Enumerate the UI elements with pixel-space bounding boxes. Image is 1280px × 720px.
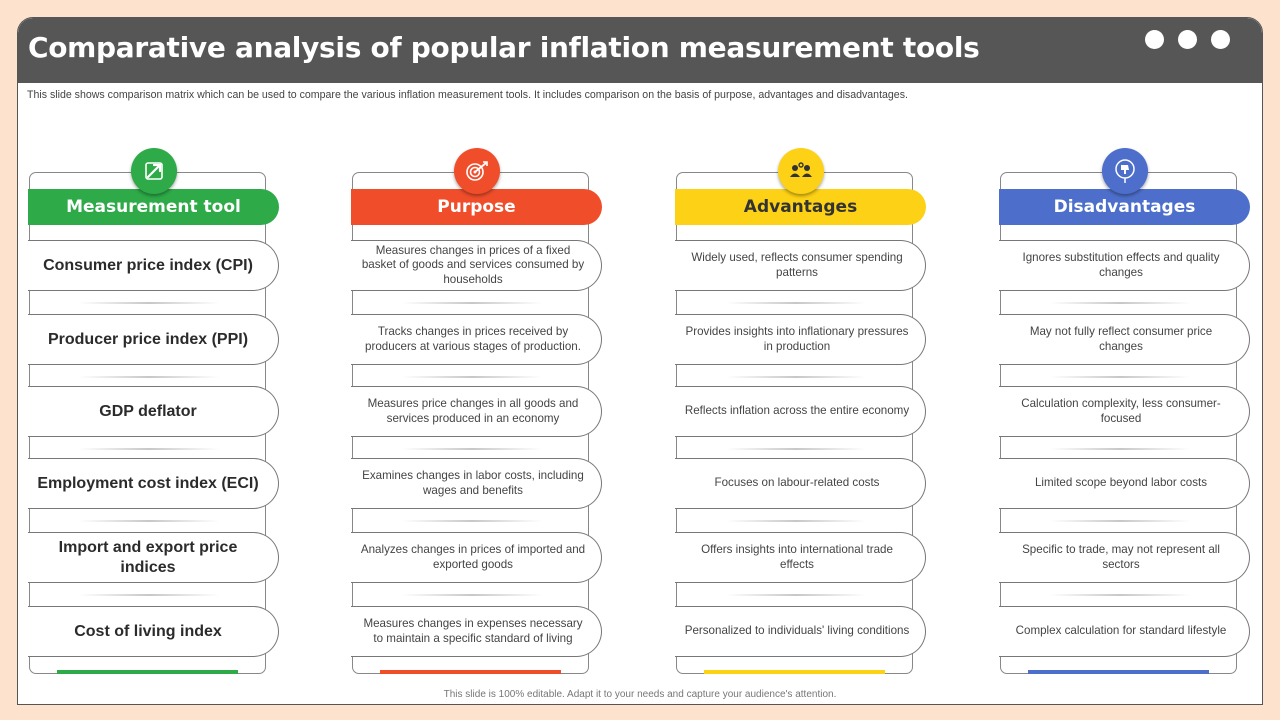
purpose-cell: Measures price changes in all goods and … [351,386,602,437]
divider [726,520,866,522]
tool-cell: Cost of living index [28,606,279,657]
column-purpose: Purpose Measures changes in prices of a … [351,148,604,678]
column-underline [380,670,561,674]
column-advantages: Advantages Widely used, reflects consume… [675,148,928,678]
divider [726,448,866,450]
purpose-cell: Measures changes in prices of a fixed ba… [351,240,602,291]
window-dots [1145,30,1230,49]
divider [1050,376,1190,378]
column-header: Advantages [675,189,926,225]
purpose-cell: Tracks changes in prices received by pro… [351,314,602,365]
tool-cell: GDP deflator [28,386,279,437]
column-disadvantages: Disadvantages Ignores substitution effec… [999,148,1252,678]
purpose-cell: Measures changes in expenses necessary t… [351,606,602,657]
advantage-cell: Provides insights into inflationary pres… [675,314,926,365]
column-header: Purpose [351,189,602,225]
purpose-cell: Examines changes in labor costs, includi… [351,458,602,509]
disadvantage-cell: Limited scope beyond labor costs [999,458,1250,509]
target-icon [454,148,500,194]
column-header: Measurement tool [28,189,279,225]
disadvantage-cell: Calculation complexity, less consumer-fo… [999,386,1250,437]
divider [79,448,219,450]
tool-cell: Consumer price index (CPI) [28,240,279,291]
page-title: Comparative analysis of popular inflatio… [28,31,980,64]
divider [402,520,542,522]
column-header: Disadvantages [999,189,1250,225]
divider [79,376,219,378]
thumbs-down-icon [1102,148,1148,194]
divider [402,376,542,378]
disadvantage-cell: May not fully reflect consumer price cha… [999,314,1250,365]
advantage-cell: Personalized to individuals' living cond… [675,606,926,657]
purpose-cell: Analyzes changes in prices of imported a… [351,532,602,583]
column-underline [1028,670,1209,674]
divider [726,302,866,304]
divider [726,594,866,596]
divider [402,302,542,304]
disadvantage-cell: Complex calculation for standard lifesty… [999,606,1250,657]
divider [1050,302,1190,304]
team-icon [778,148,824,194]
divider [726,376,866,378]
slide-frame: Comparative analysis of popular inflatio… [17,17,1263,705]
tool-cell: Producer price index (PPI) [28,314,279,365]
column-underline [57,670,238,674]
title-bar: Comparative analysis of popular inflatio… [18,18,1262,83]
disadvantage-cell: Specific to trade, may not represent all… [999,532,1250,583]
divider [79,520,219,522]
divider [402,448,542,450]
divider [79,594,219,596]
tool-cell: Employment cost index (ECI) [28,458,279,509]
column-underline [704,670,885,674]
advantage-cell: Offers insights into international trade… [675,532,926,583]
divider [1050,594,1190,596]
advantage-cell: Focuses on labour-related costs [675,458,926,509]
window-dot-icon [1178,30,1197,49]
divider [402,594,542,596]
divider [1050,520,1190,522]
advantage-cell: Reflects inflation across the entire eco… [675,386,926,437]
divider [79,302,219,304]
window-dot-icon [1145,30,1164,49]
column-measurement-tool: Measurement tool Consumer price index (C… [28,148,281,678]
divider [1050,448,1190,450]
tool-cell: Import and export price indices [28,532,279,583]
footer-note: This slide is 100% editable. Adapt it to… [443,689,837,700]
growth-arrow-icon [131,148,177,194]
advantage-cell: Widely used, reflects consumer spending … [675,240,926,291]
disadvantage-cell: Ignores substitution effects and quality… [999,240,1250,291]
slide-description: This slide shows comparison matrix which… [27,89,908,101]
window-dot-icon [1211,30,1230,49]
